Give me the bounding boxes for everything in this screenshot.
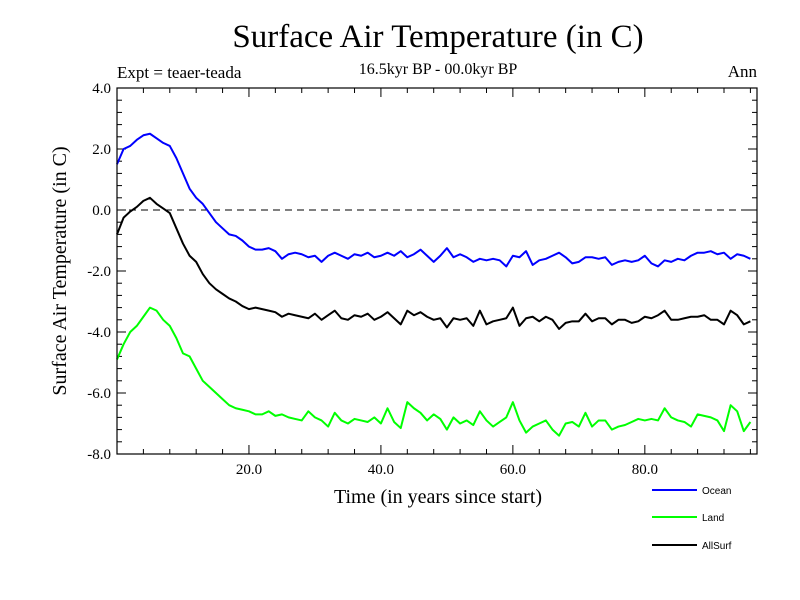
axis-tick-labels: -8.0 -6.0 -4.0 -2.0 0.0 2.0 4.0 20.0 40.0 60.0 80.… (87, 81, 658, 478)
x-tick-label: 80.0 (632, 462, 658, 478)
chart-title: Surface Air Temperature (in C) (232, 19, 643, 55)
y-tick-label: -2.0 (87, 264, 111, 280)
x-tick-label: 40.0 (368, 462, 394, 478)
experiment-label: Expt = teaer-teada (117, 63, 242, 82)
y-tick-label: 4.0 (92, 81, 111, 97)
x-axis-label: Time (in years since start) (334, 486, 542, 508)
y-tick-label: -8.0 (87, 447, 111, 463)
legend-label-ocean: Ocean (702, 486, 731, 497)
y-tick-label: 2.0 (92, 142, 111, 158)
season-label: Ann (728, 62, 758, 81)
y-axis-label: Surface Air Temperature (in C) (49, 146, 71, 395)
legend-label-allsurf: AllSurf (702, 541, 732, 552)
series-line-ocean (116, 132, 751, 268)
y-tick-label: -4.0 (87, 325, 111, 341)
series-line-land (116, 306, 752, 437)
legend: Ocean Land AllSurf (652, 486, 732, 552)
y-tick-label: 0.0 (92, 203, 111, 219)
series-line-allsurf (116, 196, 751, 330)
y-tick-label: -6.0 (87, 386, 111, 402)
x-tick-label: 60.0 (500, 462, 526, 478)
axis-ticks (117, 87, 757, 455)
plot-frame (116, 87, 758, 455)
legend-label-land: Land (702, 513, 724, 524)
x-tick-label: 20.0 (236, 462, 262, 478)
series-group (116, 132, 752, 437)
chart-subtitle: 16.5kyr BP - 00.0kyr BP (359, 61, 518, 78)
